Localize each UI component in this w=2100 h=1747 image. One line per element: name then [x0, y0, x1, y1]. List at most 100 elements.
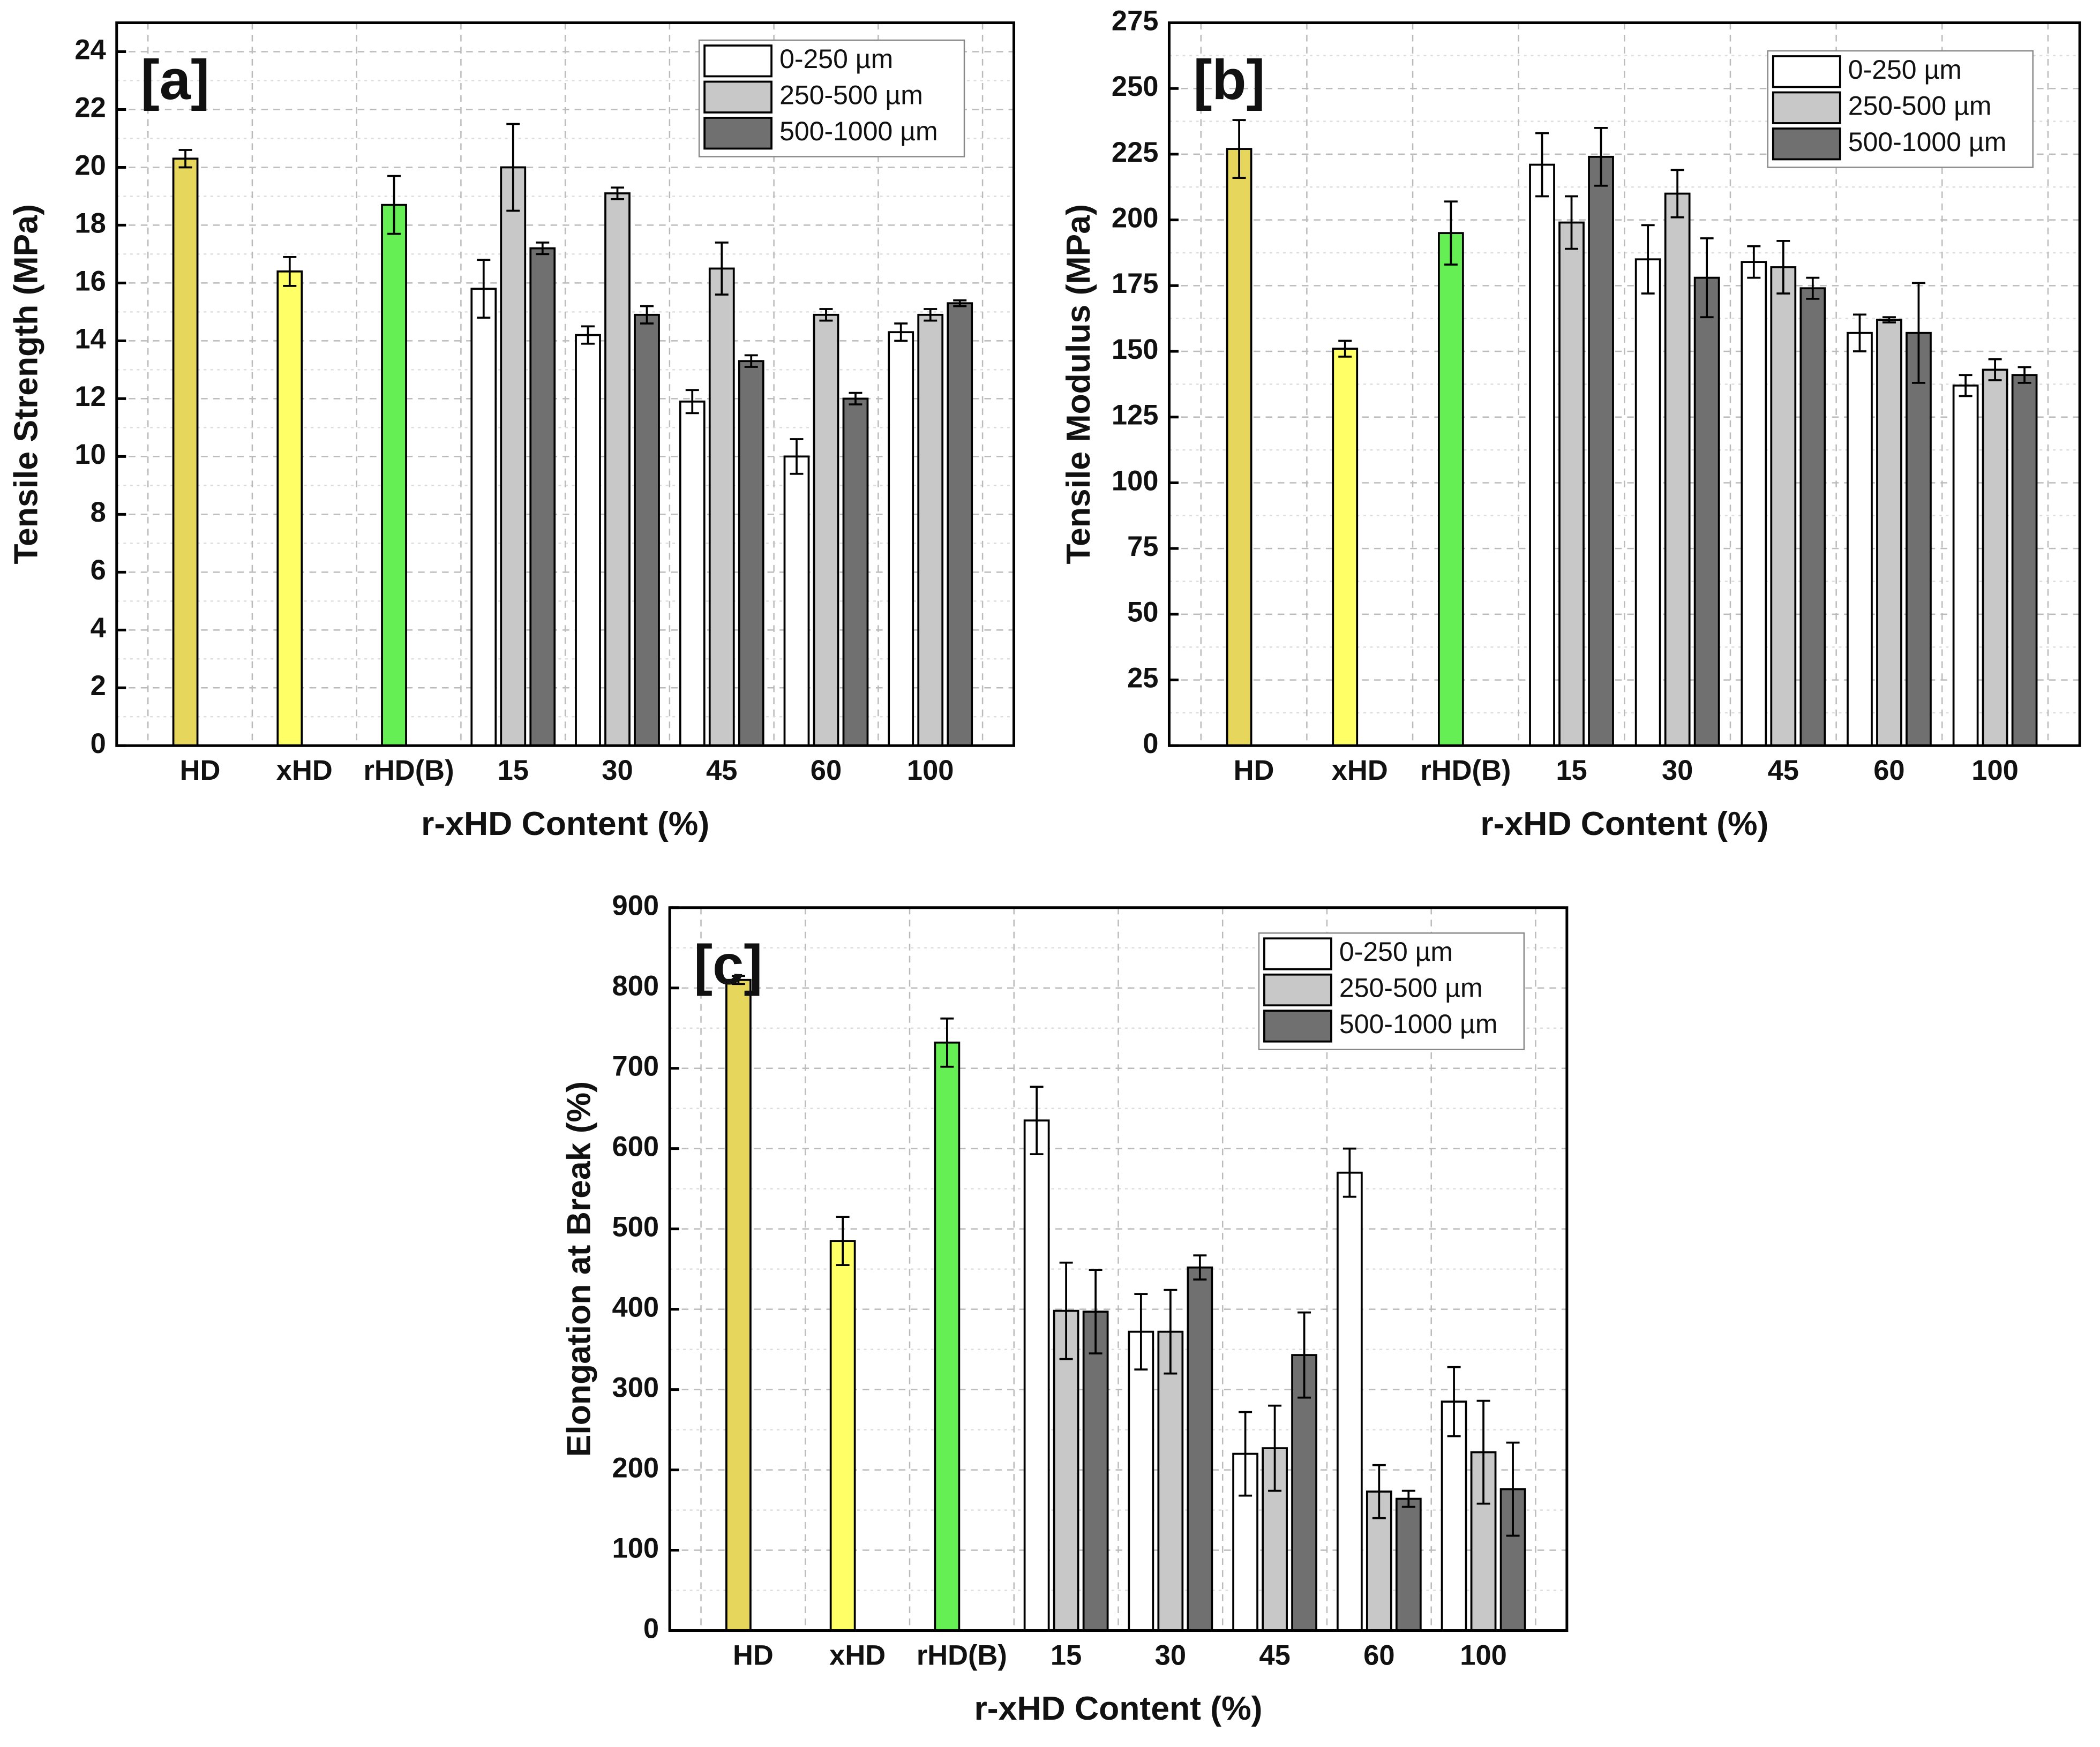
y-tick-label: 500 [612, 1211, 659, 1243]
bar [1332, 348, 1359, 747]
bar [917, 313, 944, 747]
x-tick-label: rHD(B) [1420, 755, 1511, 786]
bar [2011, 374, 2038, 747]
x-tick-label: HD [180, 755, 221, 786]
y-tick-label: 24 [74, 34, 106, 65]
y-tick-label: 12 [74, 381, 106, 412]
bar [1082, 1311, 1109, 1632]
y-tick-label: 50 [1127, 597, 1158, 628]
y-tick-label: 300 [612, 1372, 659, 1403]
legend-label: 500-1000 µm [779, 116, 938, 146]
y-tick-label: 0 [643, 1613, 659, 1644]
bar [604, 192, 631, 747]
bar [1438, 232, 1464, 747]
legend-swatch [1772, 127, 1841, 161]
legend-swatch [1263, 937, 1332, 970]
bar [1952, 384, 1979, 747]
x-tick-label: 15 [1556, 755, 1587, 786]
y-tick-label: 16 [74, 265, 106, 297]
legend-swatch [1772, 91, 1841, 124]
y-tick-label: 800 [612, 970, 659, 1002]
bar [1128, 1330, 1154, 1632]
bar [470, 288, 497, 747]
legend-label: 500-1000 µm [1848, 127, 2007, 157]
x-tick-label: 15 [1051, 1639, 1082, 1671]
plot-frame [1167, 21, 2081, 747]
bar [842, 397, 869, 747]
bar [634, 313, 660, 747]
bar [1558, 221, 1585, 747]
y-axis-label: Tensile Modulus (MPa) [1060, 204, 1097, 564]
x-tick-label: xHD [1332, 755, 1388, 786]
legend-label: 0-250 µm [1848, 55, 1962, 85]
bar [708, 267, 735, 747]
bar [1023, 1119, 1050, 1632]
x-tick-label: 60 [1363, 1639, 1394, 1671]
y-tick-label: 14 [74, 323, 106, 355]
bar [1693, 276, 1720, 747]
bar [276, 270, 303, 747]
y-tick-label: 225 [1112, 137, 1159, 168]
x-tick-label: 60 [1873, 755, 1904, 786]
x-tick-label: HD [1234, 755, 1274, 786]
y-tick-label: 4 [91, 612, 106, 644]
bar [829, 1240, 856, 1632]
bar [1529, 163, 1555, 747]
bar [1982, 368, 2008, 747]
y-axis-label: Elongation at Break (%) [560, 1081, 598, 1457]
bar [172, 157, 199, 747]
x-tick-label: 100 [1460, 1639, 1507, 1671]
x-tick-label: 15 [498, 755, 529, 786]
y-tick-label: 200 [612, 1452, 659, 1484]
x-tick-label: xHD [276, 755, 333, 786]
x-tick-label: rHD(B) [363, 755, 454, 786]
bar [1906, 332, 1932, 747]
y-tick-label: 8 [91, 496, 106, 528]
y-tick-label: 275 [1112, 5, 1159, 36]
y-tick-label: 125 [1112, 400, 1159, 431]
legend-label: 250-500 µm [779, 80, 923, 110]
legend-swatch [703, 44, 772, 78]
legend-label: 250-500 µm [1848, 91, 1992, 121]
y-tick-label: 400 [612, 1291, 659, 1323]
bar [1226, 148, 1252, 747]
panel-label: [b] [1193, 49, 1265, 111]
legend-label: 0-250 µm [1339, 937, 1453, 967]
chart-panel: 0 100 200 300 400 500 600 700 800 900 HD xHD rHD(B) 1… [560, 890, 1569, 1727]
y-tick-label: 0 [1143, 728, 1158, 759]
legend-label: 500-1000 µm [1339, 1009, 1498, 1039]
y-tick-label: 900 [612, 890, 659, 922]
y-tick-label: 20 [74, 149, 106, 181]
x-tick-label: HD [733, 1639, 774, 1671]
y-axis-label: Tensile Strength (MPa) [7, 204, 44, 564]
y-tick-label: 18 [74, 207, 106, 239]
x-tick-label: rHD(B) [917, 1639, 1007, 1671]
legend-swatch [1263, 1010, 1332, 1043]
bar [1799, 287, 1826, 747]
bar [1741, 261, 1767, 747]
y-tick-label: 700 [612, 1051, 659, 1082]
bar [381, 204, 407, 747]
y-tick-label: 175 [1112, 268, 1159, 299]
bar [1395, 1497, 1422, 1632]
y-tick-label: 22 [74, 92, 106, 123]
bar [783, 455, 810, 747]
bar [1053, 1309, 1079, 1632]
y-tick-label: 10 [74, 439, 106, 470]
x-tick-label: 100 [907, 755, 954, 786]
y-tick-label: 6 [91, 554, 106, 586]
bar [529, 247, 556, 747]
bar [813, 313, 839, 747]
legend-label: 0-250 µm [779, 44, 893, 74]
x-tick-label: 30 [1155, 1639, 1186, 1671]
y-tick-label: 0 [91, 728, 106, 759]
bar [500, 166, 527, 747]
y-tick-label: 250 [1112, 71, 1159, 102]
bar [947, 302, 973, 747]
bar [738, 360, 764, 747]
bar [1157, 1330, 1184, 1632]
bar [1187, 1266, 1213, 1632]
y-tick-label: 600 [612, 1131, 659, 1163]
